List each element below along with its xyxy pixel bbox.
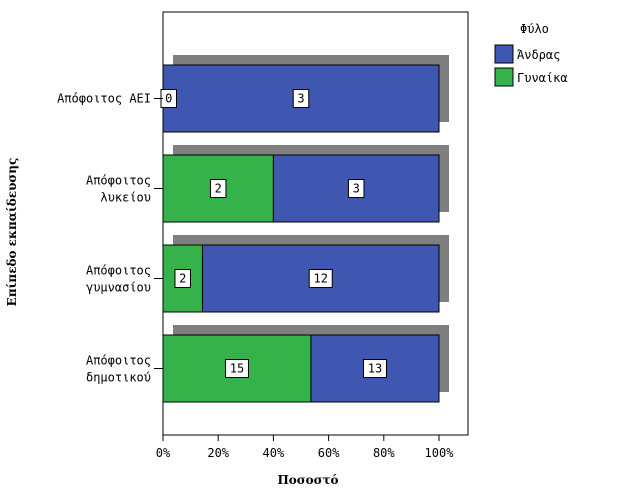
x-tick-label: 100% [425, 446, 455, 460]
legend-label: Γυναίκα [517, 71, 568, 85]
y-tick-label: Απόφοιτος [86, 264, 151, 278]
x-axis-title: Ποσοστό [277, 473, 338, 487]
data-label: 12 [308, 269, 333, 288]
bar-segment-female [162, 244, 203, 313]
data-label: 3 [292, 89, 310, 108]
legend-swatch [494, 67, 514, 87]
data-labels: 0 3 2 3 2 12 15 13 [160, 89, 387, 378]
svg-text:15: 15 [230, 362, 244, 376]
y-tick-label: γυμνασίου [86, 281, 151, 295]
y-tick-label: Απόφοιτος [86, 354, 151, 368]
data-label: 15 [224, 359, 249, 378]
x-tick-label: 40% [263, 446, 285, 460]
x-tick-label: 20% [207, 446, 229, 460]
data-label: 0 [160, 89, 177, 108]
y-tick-label: λυκείου [100, 191, 151, 205]
x-tick-label: 0% [156, 446, 171, 460]
y-tick-label: Απόφοιτος [86, 174, 151, 188]
svg-text:2: 2 [215, 182, 222, 196]
legend-label: Άνδρας [517, 48, 560, 62]
svg-text:3: 3 [297, 92, 304, 106]
svg-text:12: 12 [314, 272, 328, 286]
bars [162, 64, 440, 403]
y-tick-label: δημοτικού [86, 371, 151, 385]
x-tick-label: 60% [318, 446, 340, 460]
x-axis: 0% 20% 40% 60% 80% 100% [156, 435, 454, 460]
data-label: 13 [362, 359, 387, 378]
svg-text:2: 2 [179, 272, 186, 286]
data-label: 3 [347, 179, 365, 198]
legend: Φύλο Άνδρας Γυναίκα [494, 22, 568, 87]
legend-swatch [494, 44, 514, 64]
data-label: 2 [174, 269, 191, 288]
y-tick-label: Απόφοιτος ΑΕΙ [57, 92, 151, 106]
x-tick-label: 80% [373, 446, 395, 460]
svg-text:0: 0 [165, 92, 172, 106]
data-label: 2 [209, 179, 227, 198]
plot-frame [162, 11, 469, 436]
y-axis: Απόφοιτος ΑΕΙ Απόφοιτος λυκείου Απόφοιτος γυ… [57, 92, 163, 385]
legend-title: Φύλο [520, 22, 549, 36]
svg-text:3: 3 [353, 182, 360, 196]
y-axis-title: Επίπεδο εκπαίδευσης [5, 158, 19, 307]
svg-text:13: 13 [368, 362, 382, 376]
